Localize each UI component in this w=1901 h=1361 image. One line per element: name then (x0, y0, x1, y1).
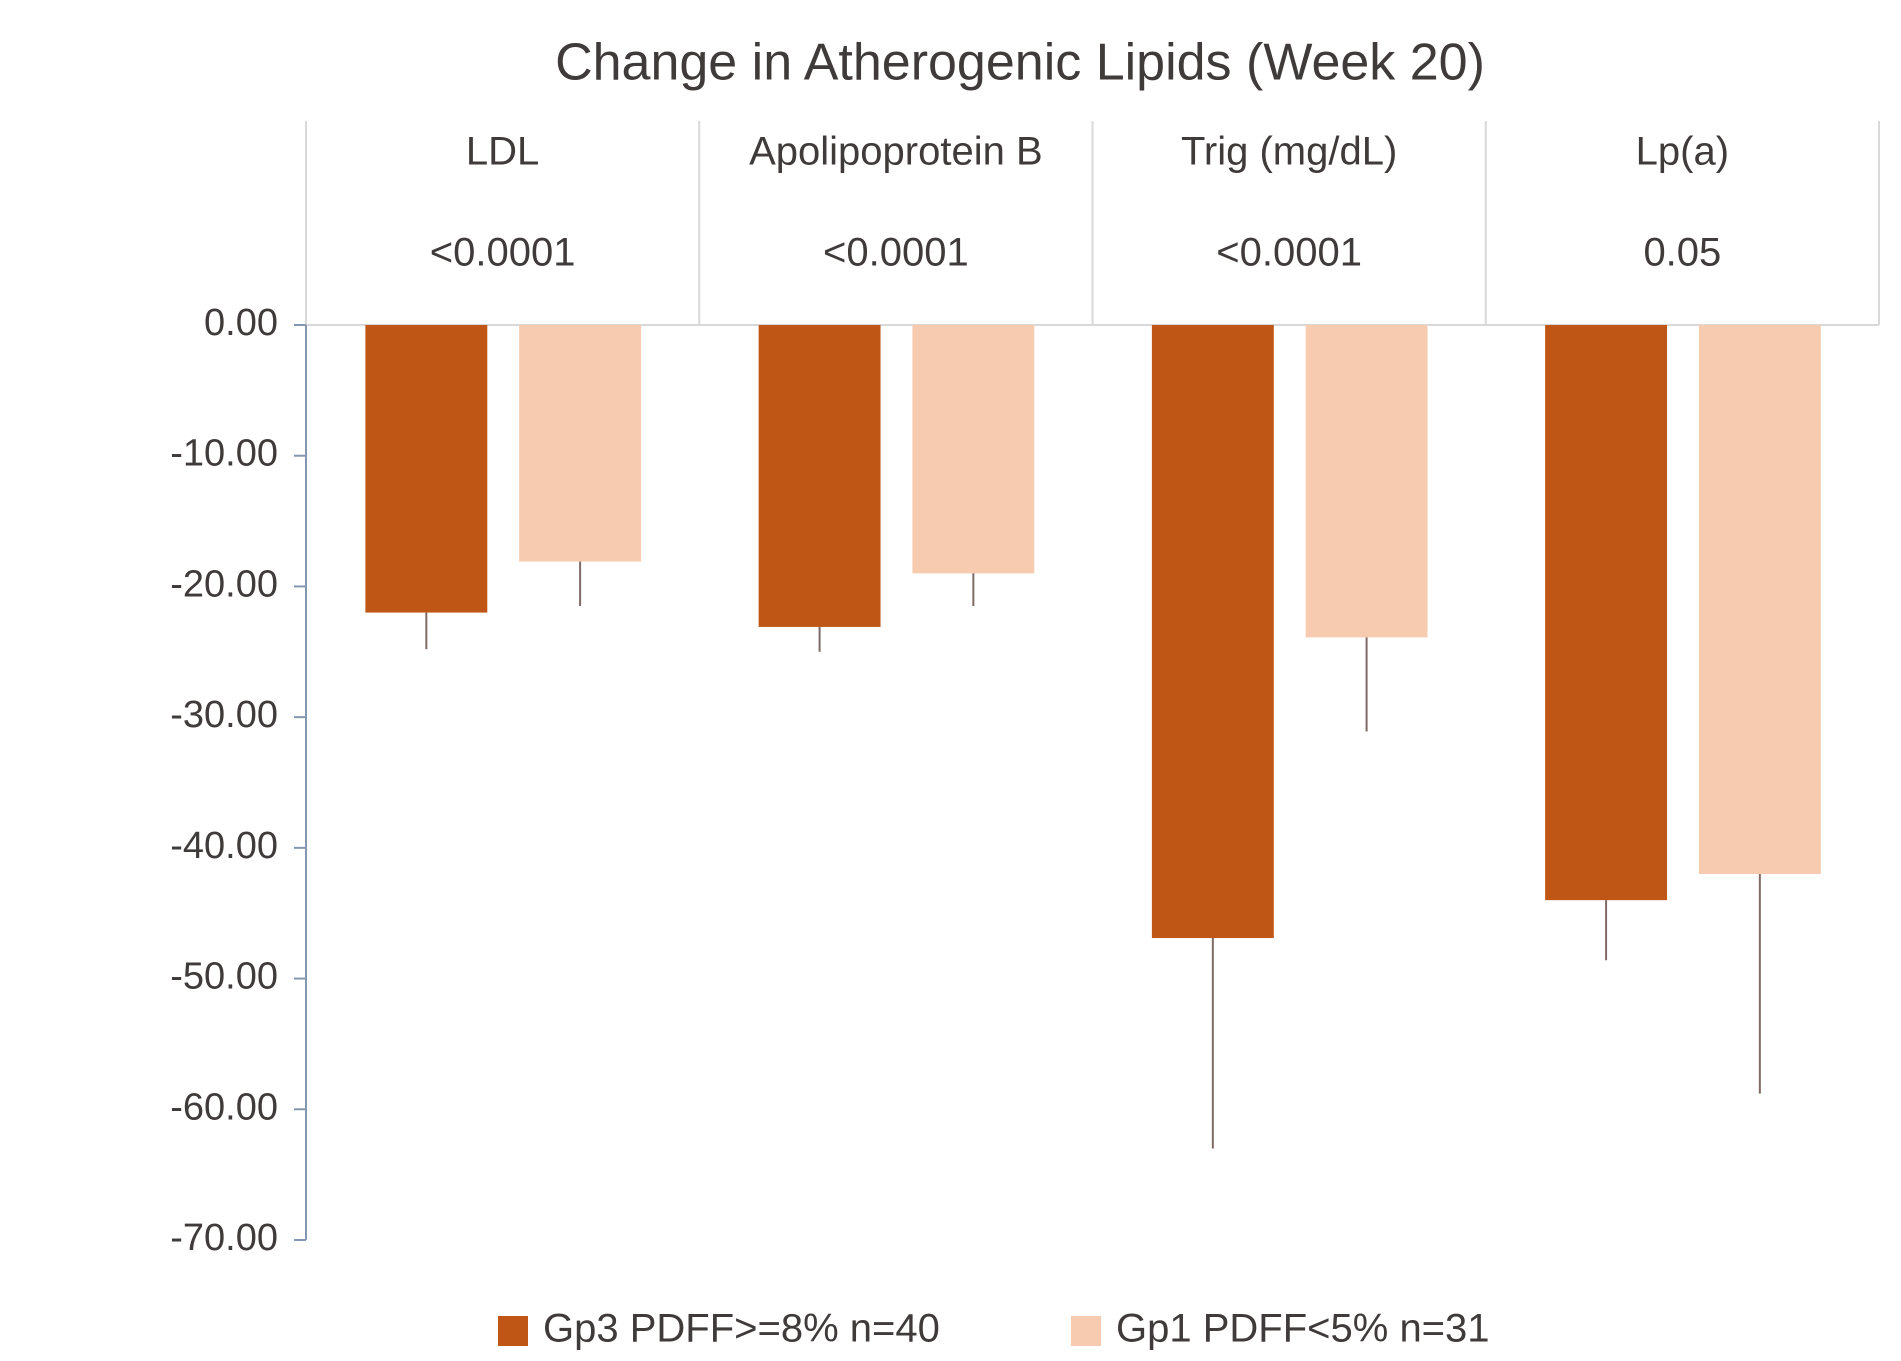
chart-title: Change in Atherogenic Lipids (Week 20) (555, 34, 1485, 92)
bar (1151, 325, 1274, 939)
bar (758, 325, 881, 627)
legend-swatch (498, 1316, 528, 1346)
bar (912, 325, 1035, 574)
bar (1305, 325, 1428, 638)
bar (1545, 325, 1668, 901)
y-tick-label: 0.00 (204, 302, 278, 344)
y-tick-label: -20.00 (170, 563, 278, 605)
y-tick-label: -40.00 (170, 825, 278, 867)
y-tick-label: -50.00 (170, 956, 278, 998)
y-tick-label: -30.00 (170, 694, 278, 736)
category-label: LDL (466, 130, 539, 174)
bar (365, 325, 488, 613)
category-label: Trig (mg/dL) (1181, 130, 1397, 174)
y-tick-label: -10.00 (170, 433, 278, 475)
p-value: <0.0001 (430, 231, 576, 275)
bar (1698, 325, 1821, 874)
legend-swatch (1071, 1316, 1101, 1346)
bar (519, 325, 642, 562)
p-value: 0.05 (1643, 231, 1721, 275)
category-label: Lp(a) (1636, 130, 1729, 174)
legend-label: Gp1 PDFF<5% n=31 (1116, 1307, 1490, 1351)
legend-label: Gp3 PDFF>=8% n=40 (543, 1307, 940, 1351)
category-label: Apolipoprotein B (749, 130, 1043, 174)
y-tick-label: -60.00 (170, 1086, 278, 1128)
p-value: <0.0001 (1216, 231, 1362, 275)
p-value: <0.0001 (823, 231, 969, 275)
y-tick-label: -70.00 (170, 1217, 278, 1259)
